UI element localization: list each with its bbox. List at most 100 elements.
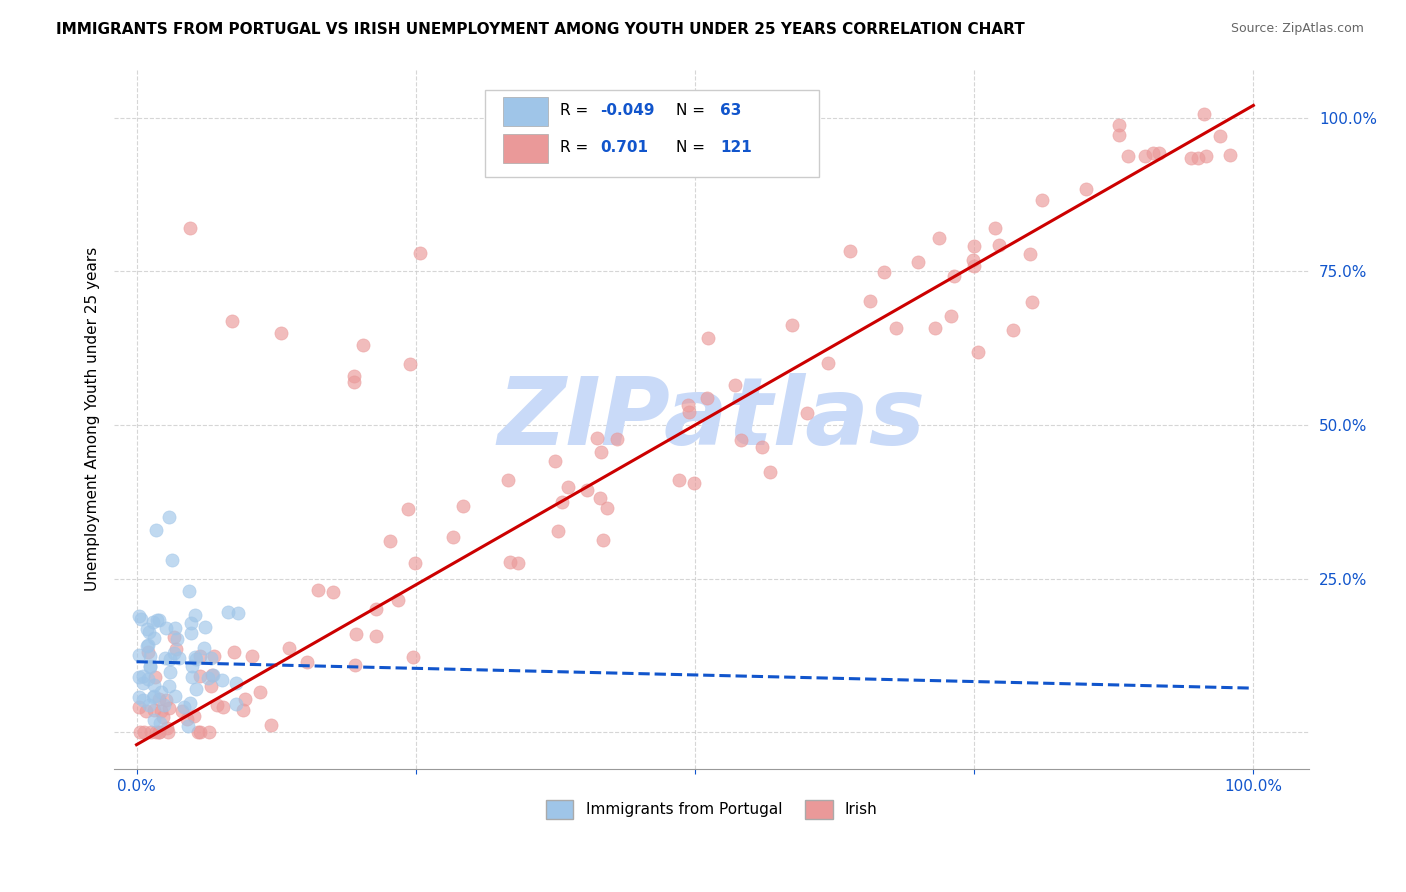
Point: [589, 491, 612, 505]
Point: [166, 632, 188, 646]
Text: R =: R =: [560, 140, 593, 155]
Point: [152, 698, 174, 713]
Point: [184, 652, 207, 666]
Text: N =: N =: [676, 140, 710, 155]
Point: [402, 650, 425, 665]
Point: [1147, 145, 1170, 160]
Point: [131, 676, 153, 690]
Point: [1187, 152, 1209, 166]
Point: [211, 673, 233, 687]
Point: [152, 709, 174, 723]
Point: [180, 669, 202, 683]
Point: [547, 524, 569, 538]
Point: [163, 646, 186, 660]
Point: [683, 475, 706, 490]
Point: [408, 246, 430, 260]
Point: [193, 640, 215, 655]
Point: [150, 685, 173, 699]
Point: [839, 244, 862, 258]
Point: [184, 608, 207, 623]
Point: [696, 391, 718, 405]
Point: [177, 719, 200, 733]
Point: [1180, 151, 1202, 165]
Point: [157, 679, 180, 693]
FancyBboxPatch shape: [502, 96, 548, 126]
Point: [148, 613, 170, 627]
Point: [928, 231, 950, 245]
Point: [157, 725, 180, 739]
Point: [697, 330, 720, 344]
Point: [1209, 128, 1232, 143]
Point: [387, 593, 409, 607]
Point: [364, 602, 387, 616]
Point: [780, 318, 803, 332]
Point: [924, 321, 946, 335]
Point: [128, 609, 150, 624]
Point: [270, 326, 292, 340]
Point: [399, 357, 422, 371]
Point: [596, 501, 619, 516]
Point: [217, 605, 239, 619]
Point: [132, 669, 155, 683]
Point: [135, 639, 157, 653]
Point: [143, 631, 166, 645]
Point: [1195, 149, 1218, 163]
Point: [557, 480, 579, 494]
Point: [344, 626, 367, 640]
Point: [184, 682, 207, 697]
Point: [128, 648, 150, 662]
Point: [187, 725, 209, 739]
Point: [135, 622, 157, 636]
Point: [222, 644, 245, 658]
Point: [606, 432, 628, 446]
Point: [1142, 146, 1164, 161]
Point: [884, 321, 907, 335]
Point: [165, 689, 187, 703]
Point: [364, 629, 387, 643]
Point: [145, 523, 167, 537]
Point: [859, 294, 882, 309]
Point: [132, 693, 155, 707]
Point: [1133, 148, 1156, 162]
Point: [496, 473, 519, 487]
Point: [163, 630, 186, 644]
Point: [159, 652, 181, 666]
Point: [138, 649, 160, 664]
Point: [188, 649, 211, 664]
Point: [159, 665, 181, 679]
Legend: Immigrants from Portugal, Irish: Immigrants from Portugal, Irish: [540, 794, 883, 825]
Point: [943, 269, 966, 284]
Point: [179, 696, 201, 710]
Point: [1108, 128, 1130, 142]
Point: [307, 583, 329, 598]
Point: [149, 704, 172, 718]
Text: IMMIGRANTS FROM PORTUGAL VS IRISH UNEMPLOYMENT AMONG YOUTH UNDER 25 YEARS CORREL: IMMIGRANTS FROM PORTUGAL VS IRISH UNEMPL…: [56, 22, 1025, 37]
Text: ZIPatlas: ZIPatlas: [498, 373, 925, 465]
Point: [585, 431, 607, 445]
Text: 63: 63: [720, 103, 741, 118]
Point: [173, 700, 195, 714]
Point: [352, 338, 374, 352]
Point: [966, 344, 988, 359]
Point: [751, 440, 773, 454]
Point: [1219, 148, 1241, 162]
Point: [169, 650, 191, 665]
Point: [1116, 149, 1139, 163]
Text: 121: 121: [720, 140, 752, 155]
Text: -0.049: -0.049: [600, 103, 655, 118]
Point: [128, 699, 150, 714]
Point: [165, 642, 187, 657]
Point: [145, 725, 167, 739]
Point: [984, 221, 1007, 235]
Point: [190, 669, 212, 683]
Point: [249, 685, 271, 699]
Point: [180, 658, 202, 673]
Point: [143, 713, 166, 727]
Point: [260, 717, 283, 731]
Point: [143, 678, 166, 692]
Text: Source: ZipAtlas.com: Source: ZipAtlas.com: [1230, 22, 1364, 36]
Point: [499, 555, 522, 569]
Point: [441, 530, 464, 544]
Point: [962, 253, 984, 268]
Point: [176, 712, 198, 726]
